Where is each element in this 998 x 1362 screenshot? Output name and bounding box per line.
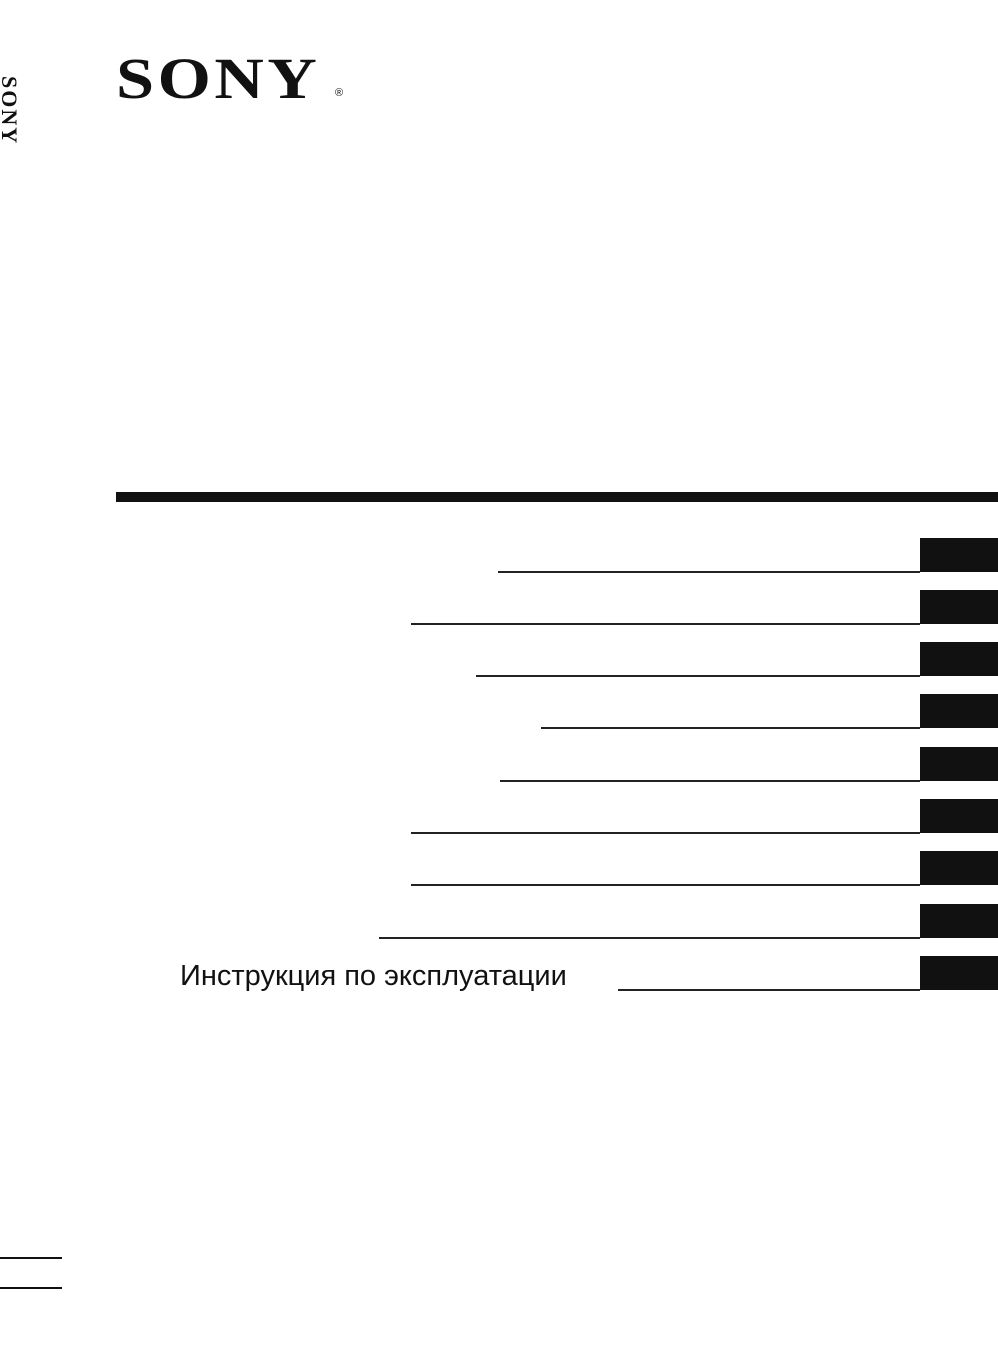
toc-rule: [500, 780, 920, 782]
registered-mark: ®: [335, 87, 344, 99]
tab: [920, 799, 998, 833]
toc-rule: [411, 623, 920, 625]
logo: SONY: [116, 46, 321, 111]
toc-rule: [476, 675, 920, 677]
toc-label: Инструкция по эксплуатации: [180, 960, 567, 992]
toc-rule: [379, 937, 920, 939]
tab: [920, 590, 998, 624]
tab: [920, 956, 998, 990]
tab: [920, 538, 998, 572]
tab: [920, 642, 998, 676]
toc-rule: [618, 989, 920, 991]
tab: [920, 747, 998, 781]
tab: [920, 904, 998, 938]
toc-rule: [411, 884, 920, 886]
header-bar: [116, 492, 998, 502]
toc-rule: [541, 727, 920, 729]
toc-rule: [411, 832, 920, 834]
tab: [920, 851, 998, 885]
toc-rule: [498, 571, 920, 573]
spine-logo: SONY: [0, 76, 22, 146]
footer-rule: [0, 1257, 62, 1259]
tab: [920, 694, 998, 728]
footer-rule: [0, 1287, 62, 1289]
